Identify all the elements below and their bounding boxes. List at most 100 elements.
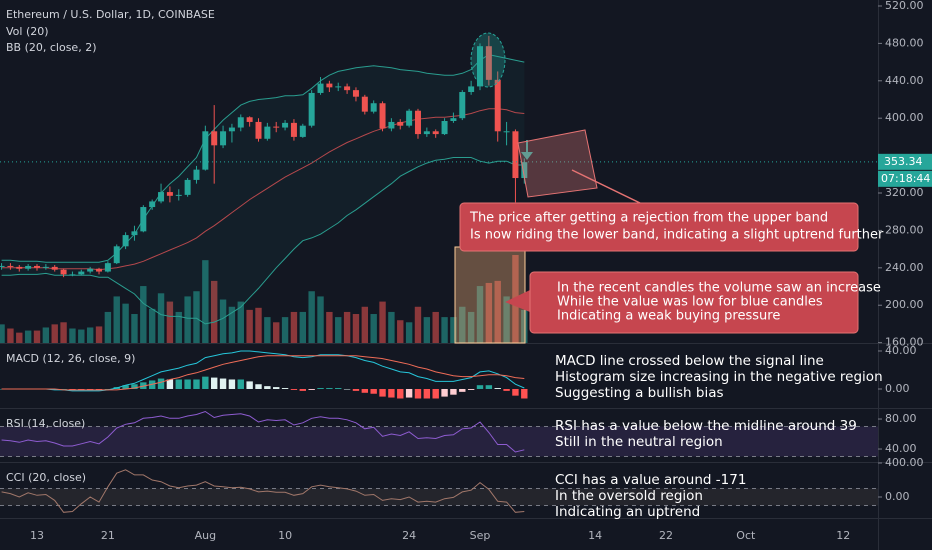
candle-body xyxy=(397,121,404,126)
y-tick-label: 240.00 xyxy=(885,261,924,274)
projection-box xyxy=(517,129,598,198)
volume-bar xyxy=(388,311,395,343)
histogram-bar xyxy=(255,384,262,389)
candle-body xyxy=(69,274,76,276)
volume-bar xyxy=(219,299,227,343)
x-tick-label: 14 xyxy=(588,529,602,542)
histogram-bar xyxy=(494,388,501,389)
volume-bar xyxy=(95,326,103,343)
candle-body xyxy=(122,235,129,247)
indicator-label: BB (20, close, 2) xyxy=(6,41,97,54)
histogram-bar xyxy=(414,388,422,399)
pane-note: In the oversold region xyxy=(555,488,703,504)
band-line xyxy=(1,54,525,263)
volume-bar xyxy=(228,306,236,343)
callout-box xyxy=(529,271,859,334)
volume-bar xyxy=(441,317,448,343)
candle-body xyxy=(166,192,173,196)
candle-body xyxy=(211,131,218,146)
histogram-bar xyxy=(299,388,306,391)
candle-body xyxy=(193,169,200,180)
countdown-label: 07:18:44 xyxy=(881,172,930,185)
volume-bar xyxy=(414,306,422,343)
candle-body xyxy=(140,207,147,232)
histogram-bar xyxy=(308,388,315,390)
volume-bar xyxy=(459,306,466,343)
histogram-bar xyxy=(290,388,298,390)
volume-bar xyxy=(60,322,67,343)
x-tick-label: Aug xyxy=(195,529,216,542)
volume-bar xyxy=(184,296,191,343)
candle-body xyxy=(441,121,448,135)
histogram-bar xyxy=(237,379,244,389)
candle-body xyxy=(503,131,510,133)
volume-bar xyxy=(273,322,280,343)
histogram-bar xyxy=(184,379,191,389)
volume-bar xyxy=(264,317,271,343)
candle-body xyxy=(326,83,333,88)
candle-body xyxy=(184,179,191,195)
y-tick-label: 160.00 xyxy=(885,336,924,349)
volume-bar xyxy=(299,311,306,343)
x-tick-label: 24 xyxy=(402,529,416,542)
histogram-bar xyxy=(441,388,448,397)
histogram-bar xyxy=(104,388,112,390)
histogram-bar xyxy=(343,388,351,390)
volume-bar xyxy=(352,314,360,343)
volume-bar xyxy=(0,324,5,343)
x-tick-label: 10 xyxy=(278,529,292,542)
volume-bar xyxy=(193,291,200,343)
candle-body xyxy=(379,103,386,129)
volume-bar xyxy=(290,311,298,343)
volume-bar xyxy=(361,306,369,343)
candle-body xyxy=(406,110,413,126)
callout-pointer xyxy=(571,169,641,204)
histogram-bar xyxy=(122,385,129,389)
y-tick-label: 40.00 xyxy=(885,442,917,455)
candle-body xyxy=(335,86,342,88)
pane-note: Suggesting a bullish bias xyxy=(555,385,724,401)
candle-body xyxy=(149,201,156,208)
volume-bar xyxy=(476,286,484,343)
candle-body xyxy=(494,79,501,132)
x-tick-label: 13 xyxy=(30,529,44,542)
candle-body xyxy=(158,192,165,202)
candle-body xyxy=(521,162,528,179)
histogram-bar xyxy=(503,388,510,391)
volume-bar xyxy=(317,296,324,343)
histogram-bar xyxy=(459,388,466,392)
candle-body xyxy=(104,263,111,272)
volume-bar xyxy=(379,301,386,343)
candle-body xyxy=(220,131,227,146)
pane-note: Histogram size increasing in the negativ… xyxy=(555,369,883,385)
candle-body xyxy=(282,122,289,128)
candle-body xyxy=(246,117,253,122)
pane-note: Indicating an uptrend xyxy=(555,504,700,520)
histogram-bar xyxy=(379,388,386,397)
histogram-bar xyxy=(361,388,369,393)
histogram-bar xyxy=(211,377,218,389)
y-tick-label: 480.00 xyxy=(885,36,924,49)
x-tick-label: 12 xyxy=(836,529,850,542)
histogram-bar xyxy=(228,379,236,389)
candle-body xyxy=(308,92,315,126)
volume-bar xyxy=(166,301,174,343)
y-tick-label: 280.00 xyxy=(885,223,924,236)
drawings: The price after getting a rejection from… xyxy=(454,32,884,344)
candle-body xyxy=(202,131,209,170)
histogram-bar xyxy=(450,388,457,395)
pane-note: RSI has a value below the midline around… xyxy=(555,418,857,434)
chart-title: Ethereum / U.S. Dollar, 1D, COINBASE xyxy=(6,8,215,21)
pane-title: RSI (14, close) xyxy=(6,417,85,430)
callout-text: Is now riding the lower band, indicating… xyxy=(470,228,884,243)
histogram-bar xyxy=(521,388,528,399)
volume-bar xyxy=(113,296,120,343)
candle-body xyxy=(264,126,271,139)
last-price-box xyxy=(878,153,932,170)
x-tick-label: Oct xyxy=(736,529,756,542)
volume-bar xyxy=(175,311,182,343)
candle-body xyxy=(361,96,368,112)
candle-body xyxy=(388,121,395,129)
volume-bar xyxy=(246,309,253,343)
last-price-label: 353.34 xyxy=(884,155,923,168)
